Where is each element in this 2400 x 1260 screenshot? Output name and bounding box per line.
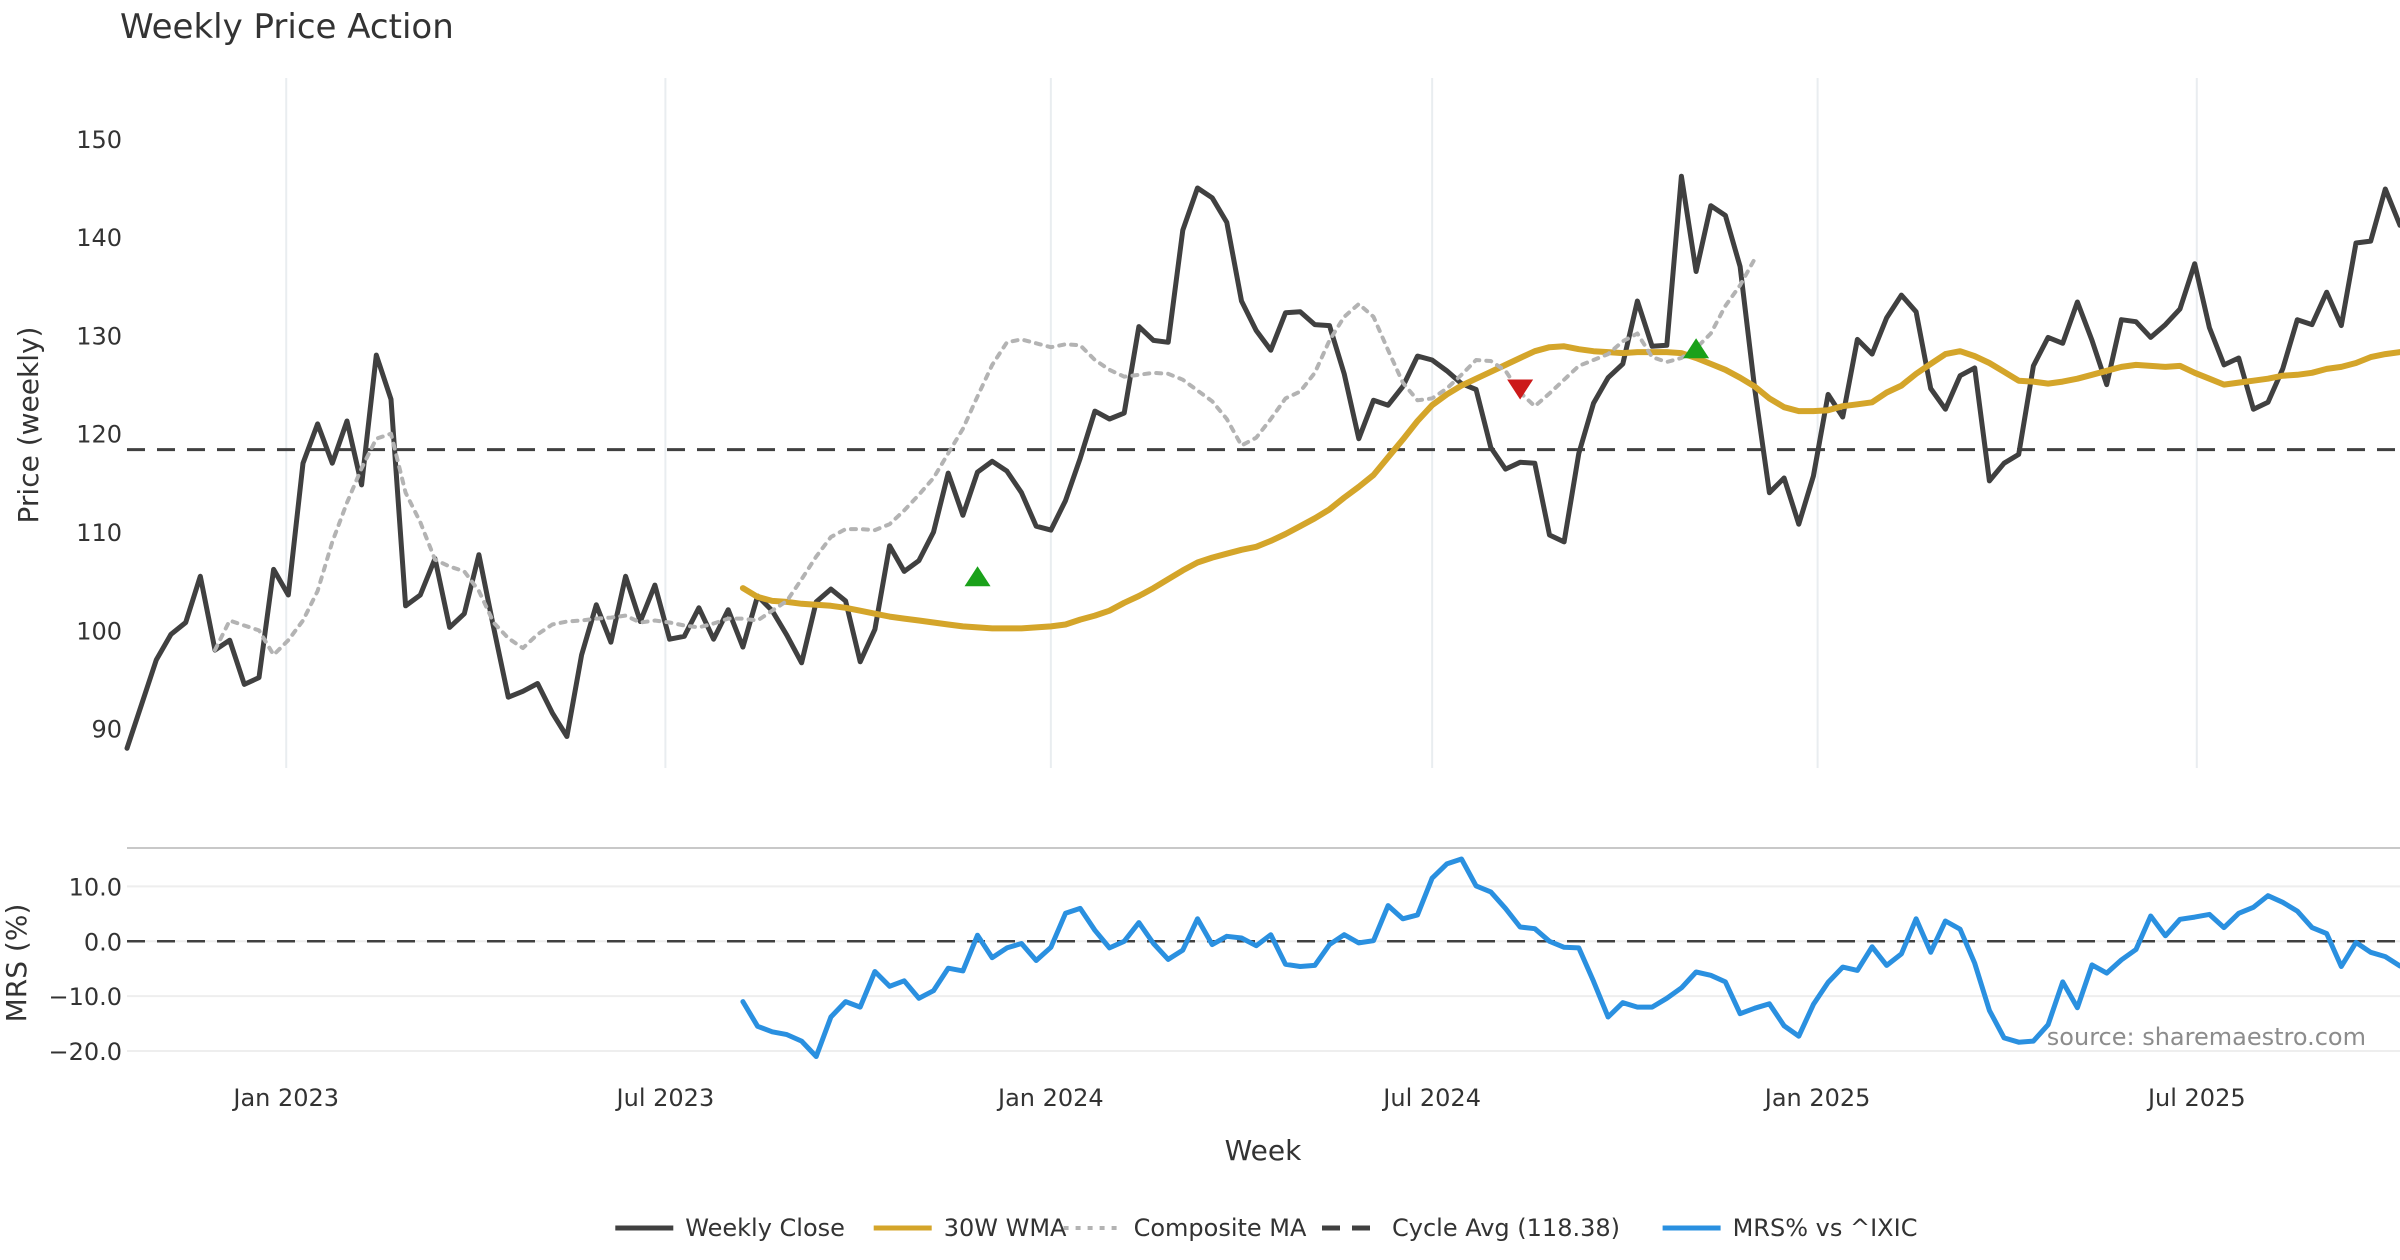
x-axis: Jan 2023 Jul 2023 Jan 2024 Jul 2024 Jan 2025… bbox=[231, 1084, 2245, 1112]
mrs-tick-label-3: −20.0 bbox=[48, 1038, 122, 1066]
price-tick-label-4: 130 bbox=[76, 322, 122, 350]
legend-label-2: Composite MA bbox=[1134, 1214, 1307, 1242]
buy-signal-marker-2 bbox=[1683, 338, 1710, 359]
x-tick-label-3: Jul 2024 bbox=[1381, 1084, 1481, 1112]
legend: Weekly Close 30W WMA Composite MA Cycle Avg… bbox=[615, 1214, 1917, 1242]
x-tick-label-2: Jan 2024 bbox=[996, 1084, 1104, 1112]
legend-label-3: Cycle Avg (118.38) bbox=[1392, 1214, 1620, 1242]
x-axis-title: Week bbox=[1225, 1134, 1302, 1167]
legend-label-4: MRS% vs ^IXIC bbox=[1733, 1214, 1918, 1242]
series-30w-wma bbox=[739, 343, 2400, 632]
price-tick-label-2: 110 bbox=[76, 519, 122, 547]
x-tick-label-0: Jan 2023 bbox=[231, 1084, 339, 1112]
x-tick-label-1: Jul 2023 bbox=[615, 1084, 715, 1112]
mrs-tick-label-1: 0.0 bbox=[84, 928, 122, 956]
price-tick-label-1: 100 bbox=[76, 617, 122, 645]
price-tick-label-0: 90 bbox=[91, 716, 122, 744]
x-tick-label-4: Jan 2025 bbox=[1763, 1084, 1871, 1112]
legend-label-0: Weekly Close bbox=[685, 1214, 845, 1242]
price-tick-label-6: 150 bbox=[76, 126, 122, 154]
mrs-tick-label-0: 10.0 bbox=[69, 873, 122, 901]
legend-label-1: 30W WMA bbox=[944, 1214, 1067, 1242]
price-axis-title: Price (weekly) bbox=[12, 327, 45, 524]
price-tick-label-5: 140 bbox=[76, 224, 122, 252]
x-tick-label-5: Jul 2025 bbox=[2146, 1084, 2246, 1112]
series-weekly-close bbox=[124, 173, 2400, 751]
series-mrs-vs-ixic bbox=[740, 856, 2400, 1059]
sell-signal-marker-1 bbox=[1507, 379, 1534, 400]
price-tick-label-3: 120 bbox=[76, 421, 122, 449]
mrs-panel: 10.0 0.0 −10.0 −20.0 bbox=[48, 847, 2400, 1066]
mrs-axis-title: MRS (%) bbox=[0, 904, 33, 1023]
series-composite-ma bbox=[213, 256, 1757, 657]
source-annotation: source: sharemaestro.com bbox=[2047, 1023, 2366, 1051]
vertical-gridlines bbox=[285, 78, 2198, 768]
buy-signal-marker-0 bbox=[964, 566, 991, 587]
chart-title: Weekly Price Action bbox=[120, 7, 454, 47]
mrs-tick-label-2: −10.0 bbox=[48, 983, 122, 1011]
price-panel: 90 100 110 120 130 140 150 bbox=[76, 126, 2400, 751]
